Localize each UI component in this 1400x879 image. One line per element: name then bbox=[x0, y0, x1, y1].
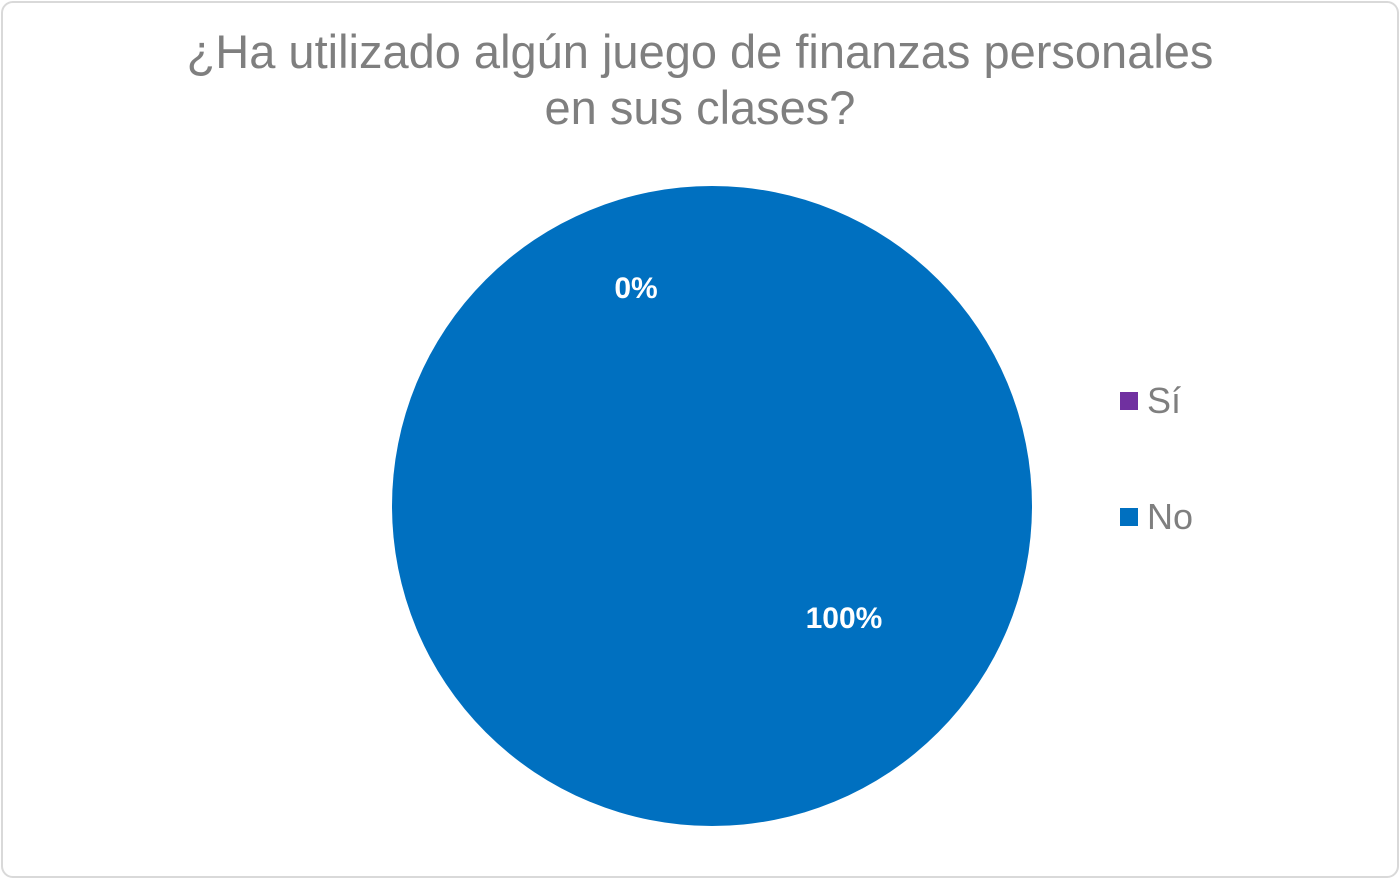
legend-item-no: No bbox=[1120, 492, 1193, 542]
legend-label-no: No bbox=[1147, 496, 1194, 537]
chart-title-line-2: en sus clases? bbox=[544, 81, 856, 134]
legend: Sí No bbox=[1120, 376, 1193, 608]
legend-swatch-si bbox=[1120, 392, 1138, 410]
legend-label-si: Sí bbox=[1147, 380, 1182, 421]
data-label-si: 0% bbox=[614, 272, 657, 305]
legend-swatch-no bbox=[1120, 508, 1138, 526]
pie-slice-no bbox=[392, 186, 1032, 826]
data-label-no: 100% bbox=[806, 602, 883, 635]
chart-title: ¿Ha utilizado algún juego de finanzas pe… bbox=[100, 24, 1300, 136]
legend-item-si: Sí bbox=[1120, 376, 1193, 426]
chart-title-line-1: ¿Ha utilizado algún juego de finanzas pe… bbox=[186, 25, 1214, 78]
